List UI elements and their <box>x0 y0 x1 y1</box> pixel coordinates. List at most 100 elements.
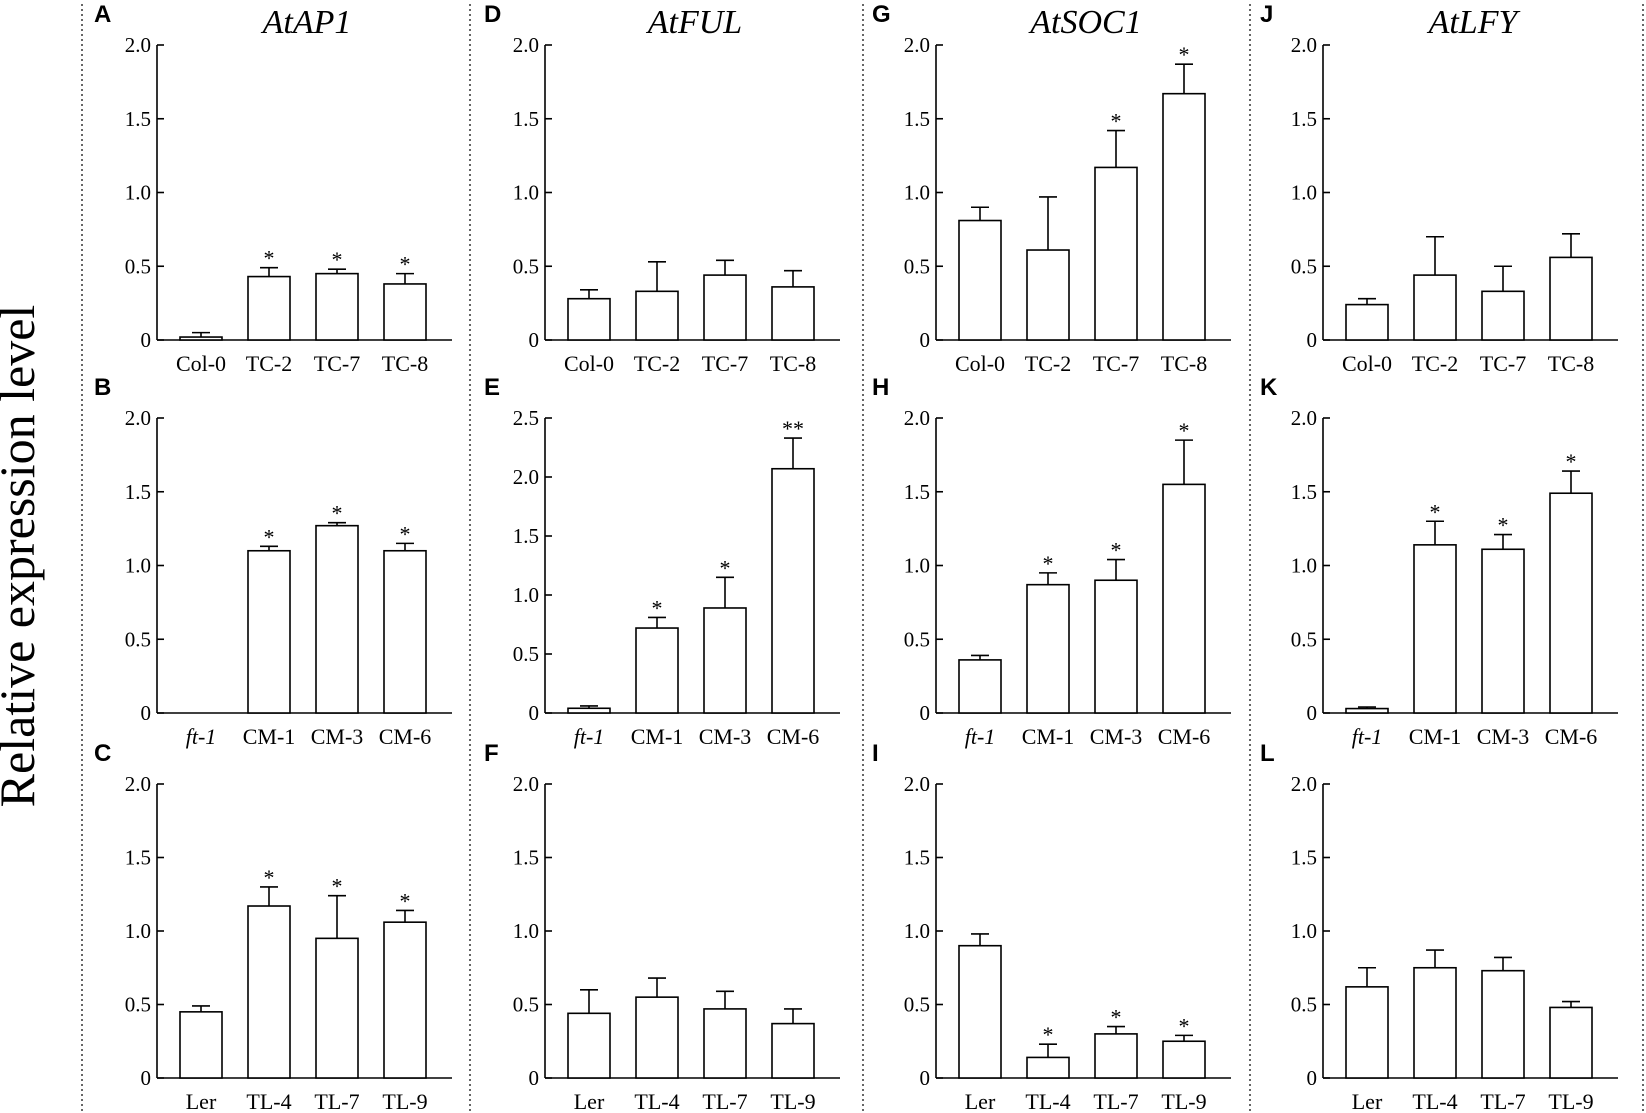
panel-a-ytick-label: 0.5 <box>125 254 151 278</box>
panel-i-ytick-label: 2.0 <box>904 772 930 796</box>
panel-i-category-label: TL-9 <box>1161 1089 1206 1113</box>
panel-d: D AtFUL 0 0.5 1.0 1.5 2.0 Col-0 TC-2 TC-7 TC-8 <box>484 1 840 376</box>
panel-c-ytick-label: 1.5 <box>125 846 151 870</box>
panel-c-bar <box>383 921 427 1079</box>
panel-j-category-label: TC-7 <box>1480 351 1526 376</box>
panel-h-bar <box>1162 483 1206 714</box>
panel-c-letter: C <box>94 740 111 767</box>
panel-b-category-label: CM-6 <box>379 724 432 749</box>
panel-g-bar <box>1094 166 1138 341</box>
panel-e-ytick-label: 2.5 <box>513 406 539 430</box>
panel-j-title: AtLFY <box>1427 4 1521 41</box>
panel-k-ytick-label: 2.0 <box>1291 406 1317 430</box>
panel-c-ytick-label: 0.5 <box>125 993 151 1017</box>
panel-k-ytick-label: 0 <box>1307 701 1318 725</box>
panel-h-ytick-label: 0.5 <box>904 627 930 651</box>
panel-c: C 0 0.5 1.0 1.5 2.0 Ler * TL-4 * TL-7 * TL-9 <box>94 740 452 1113</box>
panel-b-bar <box>315 524 359 714</box>
panel-i-bar <box>1162 1040 1206 1079</box>
panel-j-ytick-label: 0 <box>1307 328 1318 352</box>
panel-e-letter: E <box>484 374 500 401</box>
panel-b-category-label: CM-3 <box>311 724 364 749</box>
panel-a-category-label: TC-8 <box>382 351 428 376</box>
panel-i-ytick-label: 1.0 <box>904 919 930 943</box>
panel-i-category-label: TL-4 <box>1025 1089 1070 1113</box>
panel-c-category-label: TL-4 <box>246 1089 291 1113</box>
panel-h-ytick-label: 1.0 <box>904 554 930 578</box>
panel-h-ytick-label: 2.0 <box>904 406 930 430</box>
panel-g-ytick-label: 0 <box>920 328 931 352</box>
panel-g-ytick-label: 2.0 <box>904 33 930 57</box>
panel-f-bar <box>703 1008 747 1079</box>
panel-e-ytick-label: 1.0 <box>513 583 539 607</box>
panel-c-bar <box>179 1011 223 1079</box>
panel-g-bar <box>1162 92 1206 341</box>
panel-b-letter: B <box>94 374 111 401</box>
panel-e-significance: ** <box>782 416 804 441</box>
panel-d-bar <box>771 286 815 341</box>
panel-d-ytick-label: 0.5 <box>513 254 539 278</box>
panel-l: L 0 0.5 1.0 1.5 2.0 Ler TL-4 TL-7 TL-9 <box>1260 740 1618 1113</box>
panel-l-ytick-label: 0.5 <box>1291 993 1317 1017</box>
panel-d-category-label: Col-0 <box>564 351 614 376</box>
panel-g-category-label: TC-2 <box>1025 351 1071 376</box>
panel-g-category-label: TC-8 <box>1161 351 1207 376</box>
panel-f-letter: F <box>484 740 499 767</box>
panel-d-ytick-label: 0 <box>529 328 540 352</box>
panel-a-letter: A <box>94 1 111 28</box>
panel-g-ytick-label: 1.0 <box>904 181 930 205</box>
panel-g-significance: * <box>1179 42 1190 67</box>
panel-a-bar <box>179 336 223 341</box>
panel-f-ytick-label: 2.0 <box>513 772 539 796</box>
panel-i-bar <box>1026 1056 1070 1079</box>
panel-l-category-label: Ler <box>1352 1089 1383 1113</box>
panel-f-category-label: TL-7 <box>702 1089 747 1113</box>
panel-l-bar <box>1549 1006 1593 1079</box>
panel-b-category-label: CM-1 <box>243 724 296 749</box>
panel-f-category-label: TL-4 <box>634 1089 679 1113</box>
panel-f-category-label: TL-9 <box>770 1089 815 1113</box>
panel-g-ytick-label: 0.5 <box>904 254 930 278</box>
panel-a-ytick-label: 1.5 <box>125 107 151 131</box>
panel-l-ytick-label: 1.0 <box>1291 919 1317 943</box>
panel-k-bar <box>1413 544 1457 714</box>
panel-l-category-label: TL-7 <box>1480 1089 1525 1113</box>
panel-a-bar <box>315 272 359 341</box>
panel-e-category-label: CM-6 <box>767 724 820 749</box>
panel-e-ytick-label: 0.5 <box>513 642 539 666</box>
panel-c-significance: * <box>332 874 343 899</box>
panel-g-ytick-label: 1.5 <box>904 107 930 131</box>
panel-g-significance: * <box>1111 109 1122 134</box>
panel-i-letter: I <box>872 740 879 767</box>
panel-a-ytick-label: 0 <box>141 328 152 352</box>
panel-i-significance: * <box>1179 1013 1190 1038</box>
panel-a-category-label: Col-0 <box>176 351 226 376</box>
panel-a-title: AtAP1 <box>261 4 352 41</box>
panel-j-category-label: TC-8 <box>1548 351 1594 376</box>
panel-i-significance: * <box>1111 1005 1122 1030</box>
panel-k-bar <box>1549 492 1593 714</box>
panel-f-bar <box>635 996 679 1079</box>
panel-c-category-label: TL-9 <box>382 1089 427 1113</box>
panel-b-bar <box>247 549 291 714</box>
panel-d-category-label: TC-8 <box>770 351 816 376</box>
panel-c-category-label: TL-7 <box>314 1089 359 1113</box>
panel-a-category-label: TC-7 <box>314 351 360 376</box>
panel-k-bar <box>1345 707 1389 714</box>
panel-c-bar <box>247 905 291 1079</box>
panel-g-title: AtSOC1 <box>1028 4 1141 41</box>
panel-a-bar <box>383 283 427 341</box>
panel-i-ytick-label: 0.5 <box>904 993 930 1017</box>
panel-h: H 0 0.5 1.0 1.5 2.0 ft-1 * CM-1 * CM-3 * CM-6 <box>872 374 1231 749</box>
panel-i-category-label: Ler <box>965 1089 996 1113</box>
panel-f-ytick-label: 0.5 <box>513 993 539 1017</box>
panel-e-ytick-label: 0 <box>529 701 540 725</box>
panel-e-ytick-label: 1.5 <box>513 524 539 548</box>
panel-k-ytick-label: 1.5 <box>1291 480 1317 504</box>
panel-a-significance: * <box>264 246 275 271</box>
panel-b-significance: * <box>332 501 343 526</box>
panel-h-bar <box>1026 583 1070 714</box>
panel-d-ytick-label: 1.0 <box>513 181 539 205</box>
panel-j-category-label: Col-0 <box>1342 351 1392 376</box>
panel-j-bar <box>1345 303 1389 341</box>
